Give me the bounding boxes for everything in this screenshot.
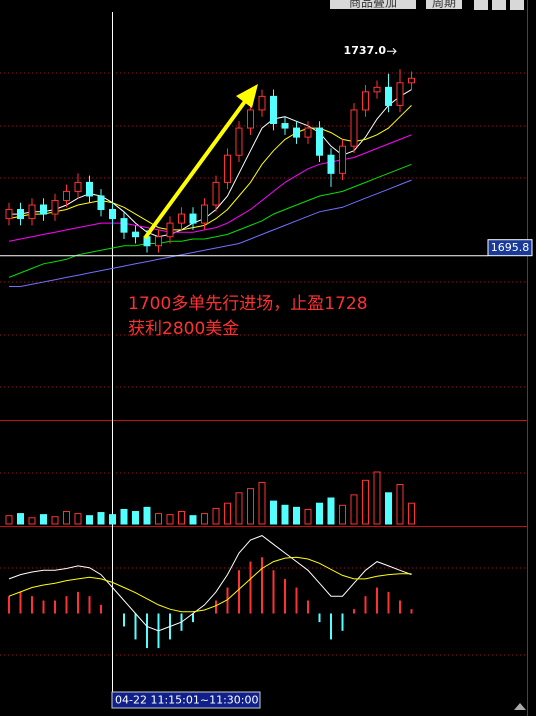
ma-line [8,556,412,613]
candle-body [132,231,139,238]
toolbar-label[interactable]: 商品叠加 [349,0,397,10]
candle-body [247,109,254,129]
volume-bar [373,471,381,525]
candle-body [258,95,266,111]
volume-bar [350,494,358,525]
candle-body [212,181,220,206]
candle-body [396,82,404,106]
candle-body [408,77,415,84]
volume-bar [339,504,346,525]
candle-body [51,199,59,215]
candle-body [17,209,24,220]
candle-body [155,236,162,247]
trade-arrow [143,98,248,240]
volume-bar [385,492,392,525]
candle-body [362,91,369,111]
annotation: 1700多单先行进场，止盈1728 [128,294,368,314]
volume-bar [109,514,116,525]
candle-body [74,181,82,192]
high-label: 1737.0 [344,44,387,57]
volume-bar [258,481,266,525]
volume-bar [120,508,128,525]
candle-body [350,109,358,147]
volume-bar [224,502,231,525]
cursor-label: 04-22 11:15:01~11:30:00 [115,694,258,707]
candle-body [109,209,116,220]
high-pointer [387,47,397,55]
volume-bar [63,511,70,525]
candle-body [40,204,47,215]
candle-body [281,123,289,129]
candle-body [235,127,243,156]
volume-bar [362,479,369,525]
candle-body [97,195,105,211]
volume-bar [408,502,415,525]
volume-bar [5,515,13,525]
candle-body [63,190,70,201]
candle-body [293,127,300,138]
cursor-box [111,691,261,709]
volume-bar [270,500,277,525]
candle-body [189,213,197,224]
candle-body [178,213,185,224]
volume-bar [304,508,312,525]
volume-bar [396,483,404,525]
volume-bar [235,492,243,525]
candle-body [86,181,93,197]
volume-bar [28,517,36,525]
candle-body [304,127,312,138]
volume-bar [201,513,208,525]
volume-bar [97,512,105,525]
ma-line [8,163,412,278]
volume-bar [86,515,93,525]
candle-body [339,145,346,174]
candle-body [373,86,381,93]
candle-body [120,218,128,233]
toolbar-button[interactable] [330,0,416,9]
scroll-icon[interactable] [514,703,526,710]
candle-body [201,204,208,224]
price-box [487,239,533,257]
toolbar-label[interactable]: 周期 [432,0,456,10]
candle-body [224,154,231,183]
volume-bar [74,513,82,525]
nav-icons[interactable] [474,0,524,10]
volume-bar [189,515,197,525]
candle-body [316,127,323,156]
ma-line [8,105,412,231]
volume-bar [316,502,323,525]
toolbar-button[interactable] [426,0,462,9]
volume-bar [178,511,185,525]
volume-bar [293,506,300,525]
volume-bar [143,506,151,525]
volume-bar [281,504,289,525]
ma-line [8,535,412,632]
ma-line [9,179,412,287]
volume-bar [51,516,59,525]
volume-bar [132,511,139,525]
candle-body [270,95,277,125]
volume-bar [17,513,24,525]
volume-bar [247,488,254,525]
annotation: 获利2800美金 [128,319,239,339]
volume-bar [155,513,162,525]
candle-body [327,154,335,174]
trade-arrowhead [236,84,258,108]
candle-body [5,209,13,220]
volume-bar [166,514,174,525]
candle-body [166,222,174,238]
volume-bar [40,514,47,525]
price-label: 1695.8 [491,241,530,254]
volume-bar [327,497,335,525]
candle-body [385,86,392,106]
candle-body [28,204,36,220]
volume-bar [212,507,220,525]
